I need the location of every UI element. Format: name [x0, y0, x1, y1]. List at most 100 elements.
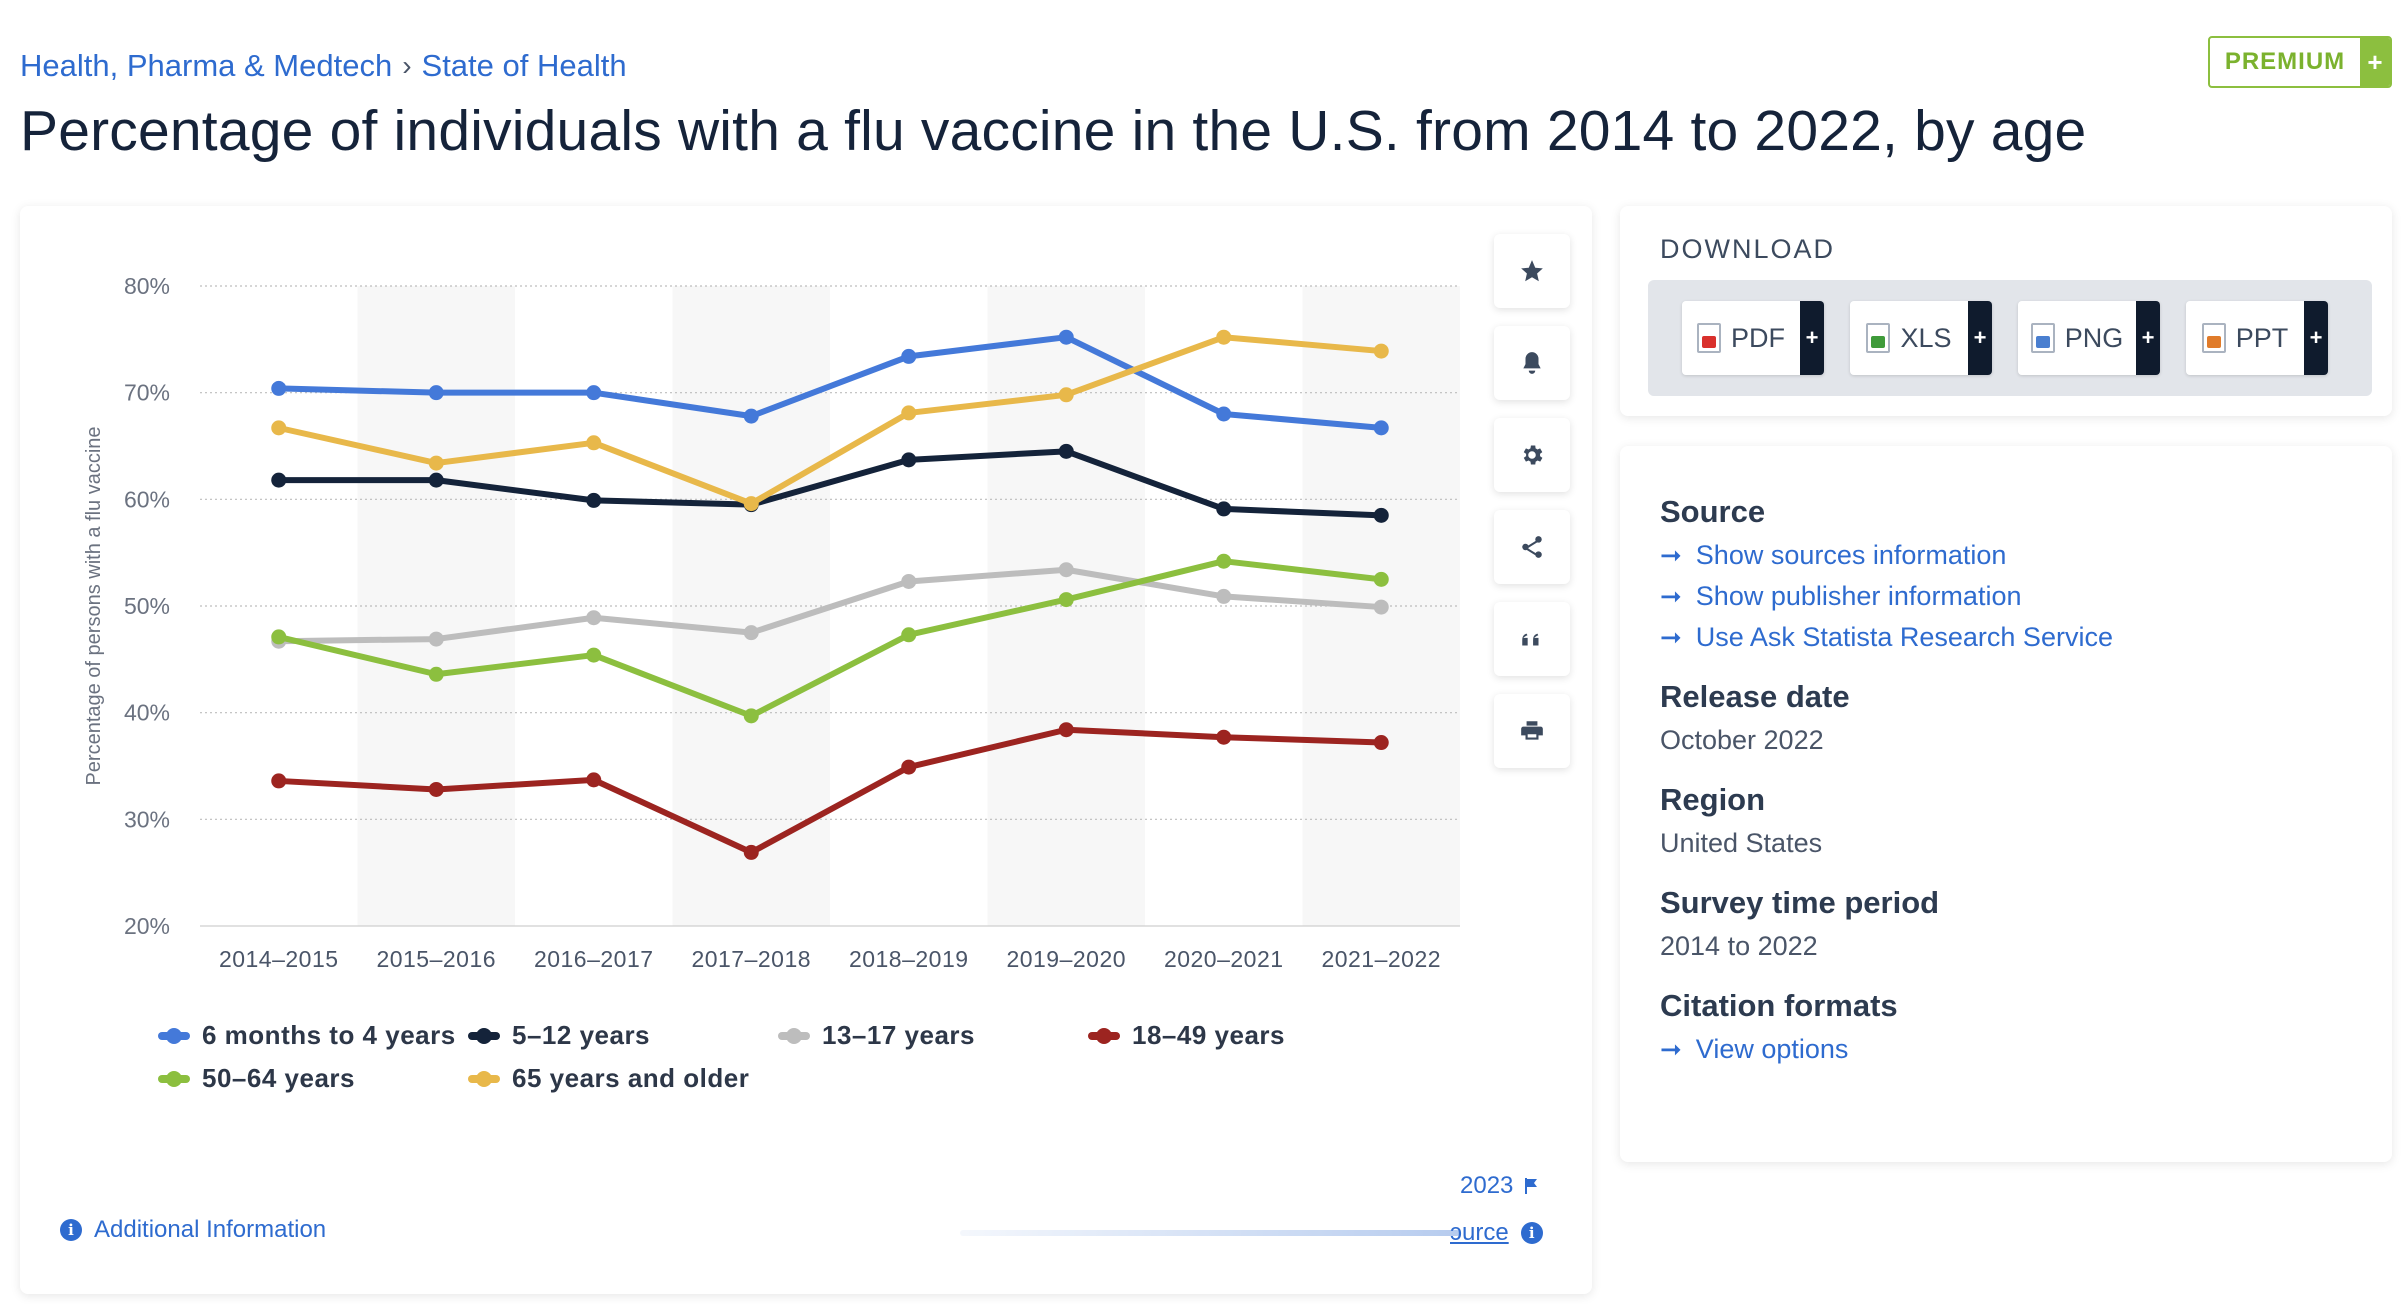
download-ppt-button[interactable]: PPT +	[2186, 301, 2328, 375]
download-xls-plus-icon: +	[1968, 301, 1992, 375]
series-line	[275, 558, 1385, 719]
legend-swatch	[158, 1070, 190, 1087]
download-xls-main: XLS	[1850, 301, 1968, 375]
info-icon: i	[60, 1219, 82, 1241]
legend-label: 13–17 years	[822, 1020, 975, 1050]
x-tick-label: 2019–2020	[1006, 946, 1126, 972]
y-tick-label: 80%	[124, 273, 170, 299]
data-point	[1373, 599, 1389, 615]
additional-information-link[interactable]: i Additional Information	[60, 1216, 326, 1244]
data-point	[1373, 507, 1389, 523]
favorite-button[interactable]	[1494, 234, 1570, 308]
citation-heading: Citation formats	[1660, 988, 1898, 1023]
show-sources-link[interactable]: ➞ Show sources information	[1660, 540, 2352, 571]
show-publisher-link[interactable]: ➞ Show publisher information	[1660, 581, 2352, 612]
legend-item[interactable]: 13–17 years	[778, 1020, 1088, 1051]
data-point	[743, 496, 759, 512]
bell-icon	[1523, 352, 1541, 374]
legend-swatch	[468, 1027, 500, 1044]
premium-plus-icon: +	[2360, 38, 2390, 86]
line-chart: 20% 30% 40% 50% 60% 70% 80% Percentage of perso…	[83, 273, 1460, 972]
legend-item[interactable]: 18–49 years	[1088, 1020, 1398, 1051]
data-point	[1373, 735, 1389, 751]
data-point	[1216, 729, 1232, 745]
ppt-file-icon	[2201, 323, 2226, 353]
view-citation-options-link[interactable]: ➞ View options	[1660, 1034, 2352, 1065]
xls-file-icon	[1866, 323, 1891, 353]
y-tick-label: 70%	[124, 380, 170, 406]
data-point	[271, 629, 287, 645]
breadcrumb-current-link[interactable]: State of Health	[421, 48, 627, 83]
notification-button[interactable]	[1494, 326, 1570, 400]
download-png-plus-icon: +	[2136, 301, 2160, 375]
data-point	[586, 772, 602, 788]
series-line	[275, 726, 1385, 856]
data-point	[1216, 588, 1232, 604]
download-xls-button[interactable]: XLS +	[1850, 301, 1992, 375]
data-point	[743, 625, 759, 641]
breadcrumb-parent-link[interactable]: Health, Pharma & Medtech	[20, 48, 393, 83]
show-sources-label: Show sources information	[1695, 540, 2007, 570]
download-pdf-button[interactable]: PDF +	[1682, 301, 1824, 375]
data-point	[271, 420, 287, 436]
y-tick-label: 60%	[124, 486, 170, 512]
premium-button[interactable]: PREMIUM +	[2208, 36, 2392, 88]
series-line	[275, 566, 1385, 645]
download-bar: PDF + XLS + PNG + PPT +	[1648, 280, 2372, 396]
data-point	[743, 844, 759, 860]
download-pdf-label: PDF	[1731, 322, 1785, 353]
x-tick-label: 2020–2021	[1164, 946, 1284, 972]
print-button[interactable]	[1494, 694, 1570, 768]
data-point	[428, 631, 444, 647]
view-citation-options-label: View options	[1695, 1034, 1849, 1064]
fade-overlay	[930, 1216, 1470, 1286]
download-xls-label: XLS	[1900, 322, 1952, 353]
data-point	[901, 759, 917, 775]
source-section: Source ➞ Show sources information ➞ Show…	[1660, 494, 2352, 653]
x-tick-label: 2018–2019	[849, 946, 969, 972]
arrow-right-icon: ➞	[1660, 1034, 1682, 1064]
data-point	[1058, 722, 1074, 738]
settings-button[interactable]	[1494, 418, 1570, 492]
pdf-file-icon	[1697, 323, 1721, 353]
data-point	[428, 385, 444, 401]
show-source-link[interactable]: ɔurce i	[1450, 1219, 1543, 1247]
chart-toolbar	[1494, 234, 1570, 768]
download-pdf-main: PDF	[1682, 301, 1800, 375]
data-point	[1058, 592, 1074, 608]
release-section: Release date October 2022	[1660, 679, 2352, 756]
release-heading: Release date	[1660, 679, 1850, 714]
arrow-right-icon: ➞	[1660, 622, 1682, 652]
data-point	[428, 455, 444, 471]
data-point	[586, 385, 602, 401]
data-point	[1216, 406, 1232, 422]
download-ppt-plus-icon: +	[2304, 301, 2328, 375]
show-publisher-label: Show publisher information	[1695, 581, 2022, 611]
download-png-label: PNG	[2064, 322, 2124, 353]
data-point	[1216, 329, 1232, 345]
legend-label: 18–49 years	[1132, 1020, 1285, 1050]
data-point	[1058, 329, 1074, 345]
breadcrumb: Health, Pharma & Medtech › State of Heal…	[20, 48, 627, 84]
download-ppt-label: PPT	[2235, 322, 2289, 353]
share-button[interactable]	[1494, 510, 1570, 584]
region-value: United States	[1660, 828, 1823, 858]
star-icon	[1521, 260, 1543, 282]
png-file-icon	[2030, 323, 2055, 353]
data-point	[1216, 553, 1232, 569]
region-section: Region United States	[1660, 782, 2352, 859]
legend-item[interactable]: 6 months to 4 years	[158, 1020, 468, 1051]
data-point	[901, 627, 917, 643]
download-png-button[interactable]: PNG +	[2018, 301, 2160, 375]
legend-item[interactable]: 65 years and older	[468, 1063, 778, 1094]
data-point	[271, 773, 287, 789]
data-point	[428, 666, 444, 682]
cite-button[interactable]	[1494, 602, 1570, 676]
ask-research-service-label: Use Ask Statista Research Service	[1695, 622, 2113, 652]
legend-item[interactable]: 50–64 years	[158, 1063, 468, 1094]
ask-research-service-link[interactable]: ➞ Use Ask Statista Research Service	[1660, 622, 2352, 653]
legend-swatch	[158, 1027, 190, 1044]
download-png-main: PNG	[2018, 301, 2136, 375]
legend-item[interactable]: 5–12 years	[468, 1020, 778, 1051]
additional-information-label: Additional Information	[94, 1216, 327, 1243]
